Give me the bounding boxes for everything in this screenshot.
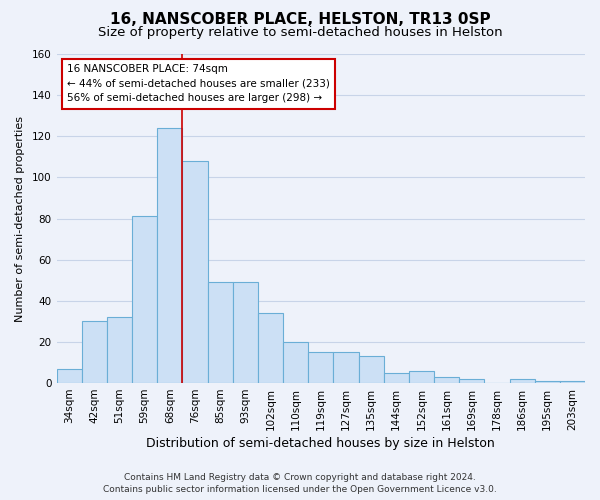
Bar bbox=[308, 352, 334, 383]
Bar bbox=[182, 161, 208, 383]
Y-axis label: Number of semi-detached properties: Number of semi-detached properties bbox=[15, 116, 25, 322]
Bar bbox=[509, 379, 535, 383]
Text: 16, NANSCOBER PLACE, HELSTON, TR13 0SP: 16, NANSCOBER PLACE, HELSTON, TR13 0SP bbox=[110, 12, 490, 28]
Bar bbox=[560, 381, 585, 383]
Bar bbox=[359, 356, 383, 383]
Bar bbox=[383, 373, 409, 383]
Bar bbox=[107, 318, 132, 383]
Bar bbox=[56, 368, 82, 383]
Bar bbox=[535, 381, 560, 383]
Bar bbox=[334, 352, 359, 383]
Bar bbox=[434, 377, 459, 383]
Bar bbox=[459, 379, 484, 383]
Bar bbox=[82, 322, 107, 383]
Bar bbox=[208, 282, 233, 383]
Bar bbox=[409, 370, 434, 383]
Bar bbox=[258, 313, 283, 383]
Bar bbox=[283, 342, 308, 383]
Text: Contains HM Land Registry data © Crown copyright and database right 2024.
Contai: Contains HM Land Registry data © Crown c… bbox=[103, 472, 497, 494]
X-axis label: Distribution of semi-detached houses by size in Helston: Distribution of semi-detached houses by … bbox=[146, 437, 495, 450]
Text: 16 NANSCOBER PLACE: 74sqm
← 44% of semi-detached houses are smaller (233)
56% of: 16 NANSCOBER PLACE: 74sqm ← 44% of semi-… bbox=[67, 64, 330, 104]
Bar bbox=[157, 128, 182, 383]
Text: Size of property relative to semi-detached houses in Helston: Size of property relative to semi-detach… bbox=[98, 26, 502, 39]
Bar bbox=[132, 216, 157, 383]
Bar bbox=[233, 282, 258, 383]
